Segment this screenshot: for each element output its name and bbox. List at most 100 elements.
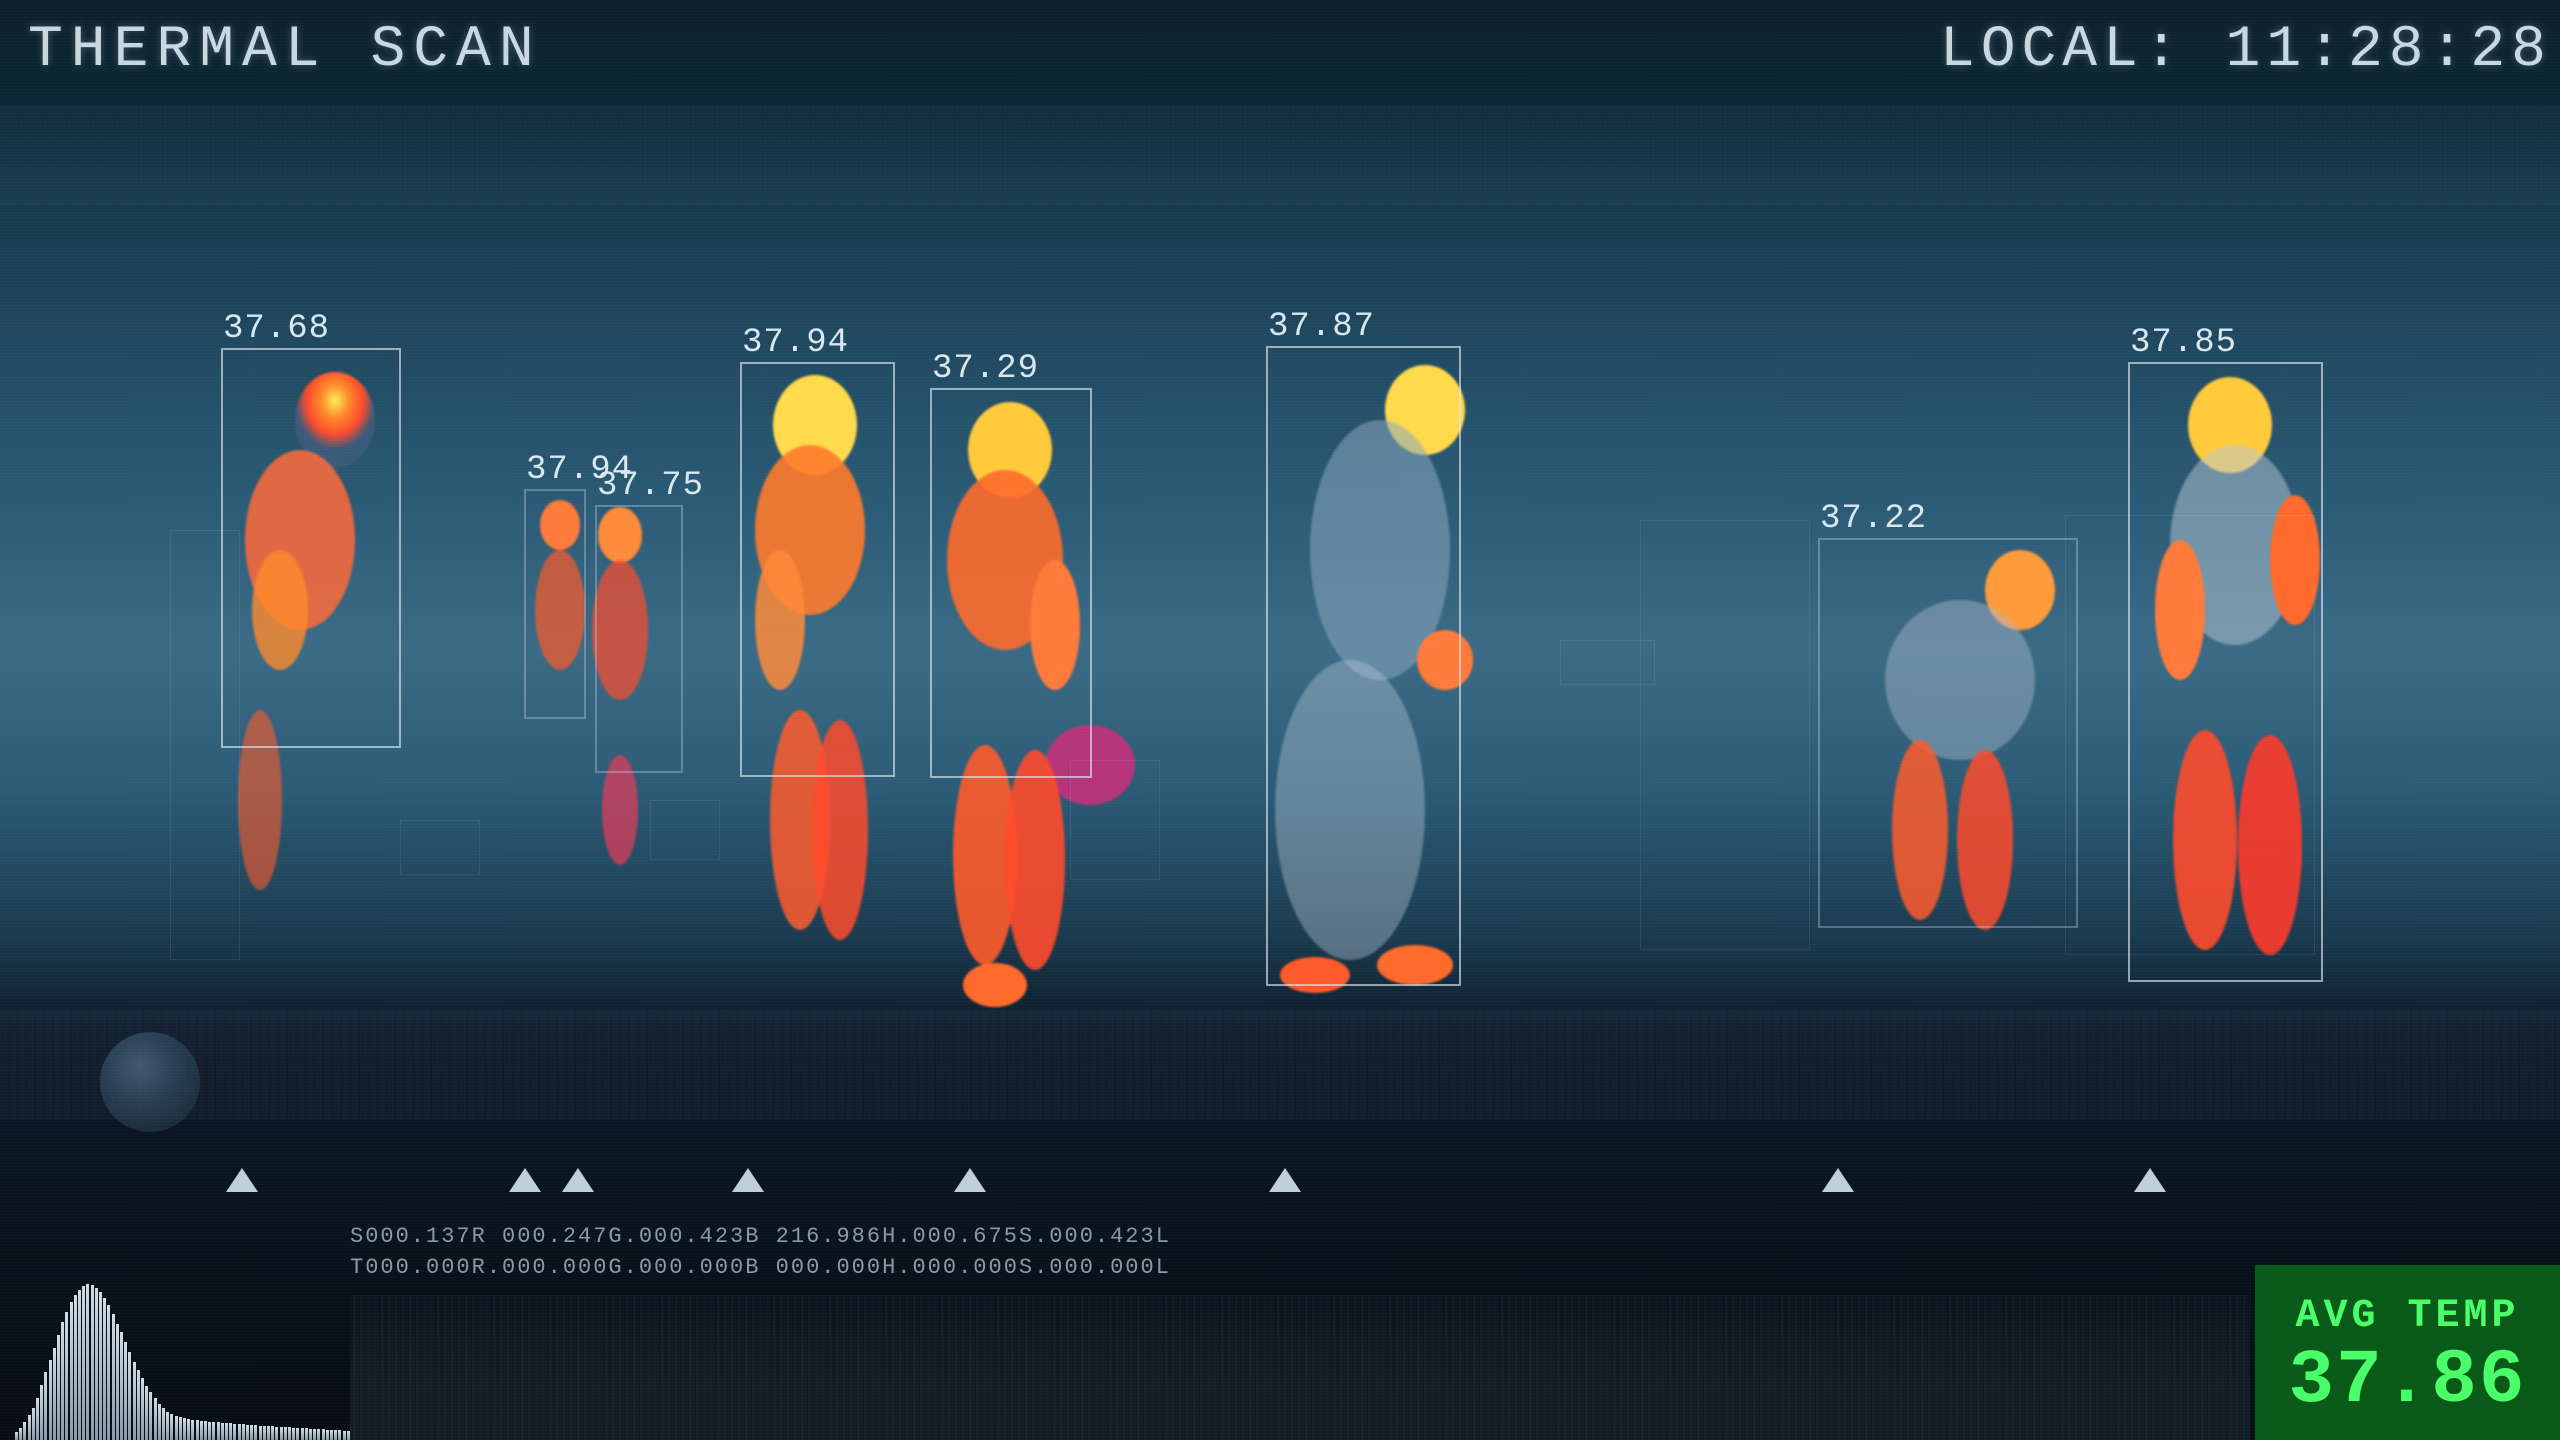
histogram-bar	[271, 1426, 274, 1440]
histogram-bar	[137, 1370, 140, 1440]
detection-box[interactable]: 37.22	[1818, 538, 2078, 928]
histogram-bar	[124, 1342, 127, 1440]
histogram-bar	[49, 1360, 52, 1440]
detection-box[interactable]: 37.29	[930, 388, 1092, 778]
histogram-bar	[128, 1352, 131, 1440]
detection-marker-icon	[562, 1168, 594, 1192]
histogram-bar	[145, 1386, 148, 1440]
histogram-bar	[217, 1422, 220, 1440]
histogram-bar	[284, 1427, 287, 1440]
detection-temp-label: 37.29	[932, 350, 1039, 388]
histogram-bar	[196, 1420, 199, 1440]
histogram-bar	[179, 1417, 182, 1440]
histogram-bar	[120, 1332, 123, 1440]
detection-box[interactable]: 37.75	[595, 505, 683, 773]
histogram-bar	[301, 1428, 304, 1440]
histogram-bar	[162, 1408, 165, 1440]
histogram-bar	[204, 1421, 207, 1440]
histogram-bar	[183, 1418, 186, 1440]
histogram-bar	[292, 1428, 295, 1440]
detection-box[interactable]: 37.85	[2128, 362, 2323, 982]
histogram-bar	[242, 1424, 245, 1440]
histogram-bar	[238, 1424, 241, 1440]
detection-marker-icon	[226, 1168, 258, 1192]
histogram-bar	[149, 1392, 152, 1440]
histogram-bar	[343, 1431, 346, 1440]
histogram-bar	[200, 1421, 203, 1440]
histogram-bar	[212, 1422, 215, 1440]
histogram-bar	[317, 1429, 320, 1440]
histogram-bar	[158, 1404, 161, 1440]
detection-temp-label: 37.87	[1268, 308, 1375, 346]
histogram-bar	[141, 1378, 144, 1440]
histogram-bar	[254, 1425, 257, 1440]
detection-temp-label: 37.75	[597, 467, 704, 505]
histogram-bar	[288, 1427, 291, 1440]
background-region-box	[1070, 760, 1160, 880]
avg-temp-value: 37.86	[2288, 1343, 2526, 1419]
histogram-bar	[313, 1429, 316, 1440]
histogram-bar	[82, 1286, 85, 1440]
detection-temp-label: 37.22	[1820, 500, 1927, 538]
histogram-bar	[44, 1372, 47, 1440]
telemetry-readout: S000.137R 000.247G.000.423B 216.986H.000…	[350, 1222, 1171, 1284]
histogram-bar	[267, 1426, 270, 1440]
avg-temp-label: AVG TEMP	[2295, 1294, 2519, 1339]
histogram-bar	[112, 1314, 115, 1440]
histogram-bar	[330, 1430, 333, 1440]
histogram-bar	[263, 1426, 266, 1440]
histogram-bar	[70, 1302, 73, 1440]
terrain-noise-strip	[350, 1295, 2250, 1440]
detection-box[interactable]: 37.94	[740, 362, 895, 777]
histogram-bar	[305, 1428, 308, 1440]
histogram-bar	[99, 1292, 102, 1440]
histogram-bar	[103, 1298, 106, 1440]
thermal-viewport: 37.6837.9437.7537.9437.2937.8737.2237.85…	[0, 0, 2560, 1440]
background-region-box	[650, 800, 720, 860]
detection-marker-icon	[509, 1168, 541, 1192]
histogram-bar	[95, 1288, 98, 1440]
histogram-bar	[229, 1423, 232, 1440]
background-region-box	[1640, 520, 1810, 950]
histogram-bar	[86, 1284, 89, 1440]
histogram-bar	[40, 1385, 43, 1440]
histogram-bar	[91, 1285, 94, 1440]
telemetry-line-1: S000.137R 000.247G.000.423B 216.986H.000…	[350, 1222, 1171, 1253]
histogram-bar	[233, 1424, 236, 1440]
histogram-bar	[133, 1362, 136, 1440]
histogram-bar	[19, 1428, 22, 1440]
detection-temp-label: 37.94	[742, 324, 849, 362]
detection-box[interactable]: 37.87	[1266, 346, 1461, 986]
histogram-bar	[246, 1425, 249, 1440]
time-value: 11:28:28	[2226, 18, 2552, 83]
histogram-bar	[191, 1420, 194, 1440]
histogram-bar	[208, 1422, 211, 1440]
histogram-bar	[36, 1398, 39, 1440]
detection-marker-icon	[954, 1168, 986, 1192]
detection-marker-icon	[2134, 1168, 2166, 1192]
histogram-bar	[221, 1423, 224, 1440]
histogram-bar	[107, 1305, 110, 1440]
histogram-bar	[53, 1348, 56, 1440]
histogram-bar	[250, 1425, 253, 1440]
signal-histogram	[15, 1260, 355, 1440]
time-label: LOCAL:	[1940, 18, 2185, 83]
histogram-bar	[170, 1414, 173, 1440]
histogram-bar	[309, 1429, 312, 1440]
histogram-bar	[116, 1324, 119, 1440]
histogram-bar	[225, 1423, 228, 1440]
mini-globe-icon	[100, 1032, 200, 1132]
histogram-bar	[280, 1427, 283, 1440]
histogram-bar	[23, 1422, 26, 1440]
histogram-bar	[74, 1295, 77, 1440]
histogram-bar	[65, 1312, 68, 1440]
histogram-bar	[296, 1428, 299, 1440]
local-time-readout: LOCAL: 11:28:28	[1940, 18, 2552, 83]
detection-temp-label: 37.85	[2130, 324, 2237, 362]
histogram-bar	[78, 1290, 81, 1440]
detection-box[interactable]: 37.94	[524, 489, 586, 719]
histogram-bar	[61, 1322, 64, 1440]
avg-temp-panel: AVG TEMP 37.86	[2255, 1265, 2560, 1440]
histogram-bar	[175, 1416, 178, 1440]
detection-box[interactable]: 37.68	[221, 348, 401, 748]
